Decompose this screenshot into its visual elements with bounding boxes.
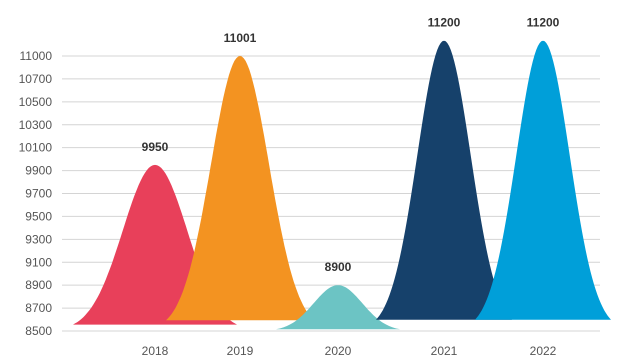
y-tick-label: 11000	[20, 49, 53, 63]
x-tick-label: 2018	[142, 344, 169, 358]
y-tick-label: 9500	[25, 209, 52, 223]
y-tick-label: 9700	[25, 187, 52, 201]
x-axis-ticks: 2018 2019 2020 2021 2022	[142, 344, 557, 358]
peak-2022	[475, 40, 611, 320]
y-tick-label: 8700	[25, 301, 52, 315]
y-axis-ticks: 8500 8700 8900 9100 9300 9500 9700 9900 10100 103…	[19, 49, 53, 338]
data-label: 11200	[527, 16, 560, 30]
data-labels: 9950 11001 8900 11200 11200	[142, 16, 560, 274]
peak-2020	[276, 285, 400, 330]
y-tick-label: 10300	[19, 118, 53, 132]
x-tick-label: 2021	[431, 344, 458, 358]
x-tick-label: 2019	[227, 344, 254, 358]
y-tick-label: 8500	[25, 324, 52, 338]
data-label: 9950	[142, 140, 169, 154]
data-label: 8900	[325, 260, 352, 274]
y-tick-label: 9900	[25, 164, 52, 178]
peak-2021	[376, 40, 512, 320]
peaks	[73, 40, 611, 330]
x-tick-label: 2022	[530, 344, 557, 358]
y-tick-label: 9100	[25, 255, 52, 269]
peak-2019	[166, 55, 314, 321]
data-label: 11001	[224, 31, 257, 45]
y-tick-label: 10500	[19, 95, 53, 109]
y-tick-label: 8900	[25, 278, 52, 292]
y-tick-label: 10100	[19, 141, 53, 155]
y-tick-label: 10700	[19, 72, 53, 86]
x-tick-label: 2020	[325, 344, 352, 358]
y-tick-label: 9300	[25, 232, 52, 246]
data-label: 11200	[428, 16, 461, 30]
